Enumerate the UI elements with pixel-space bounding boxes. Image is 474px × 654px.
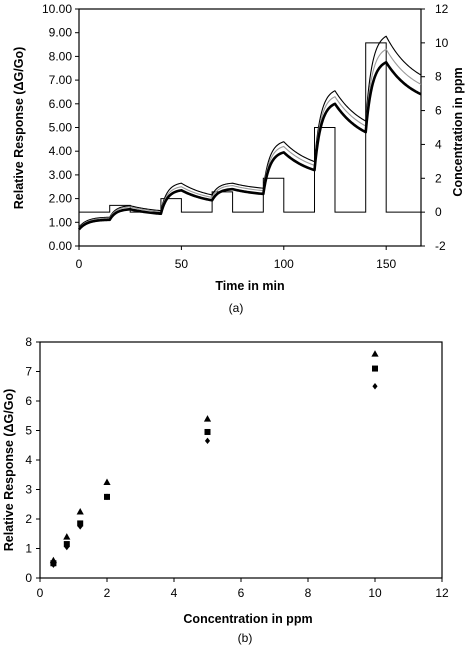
chart-a-y2-tick-label: 10	[435, 36, 449, 50]
chart-b-x-tick-label: 10	[368, 586, 382, 600]
chart-a-y2-tick-label: 12	[435, 2, 449, 16]
chart-a-panel-label: (a)	[229, 301, 244, 315]
chart-a-y-tick-label: 2.00	[49, 192, 73, 206]
chart-a-y-tick-label: 3.00	[49, 168, 73, 182]
chart-b-panel-label: (b)	[238, 631, 253, 645]
chart-b-point-square	[372, 365, 378, 372]
chart-b-x-tick-label: 2	[104, 586, 111, 600]
chart-b-y-axis-label: Relative Response (ΔG/Go)	[2, 389, 16, 552]
chart-b-point-triangle	[203, 415, 212, 422]
chart-a-x-tick-label: 50	[175, 257, 189, 271]
chart-b-point-square	[204, 428, 211, 435]
chart-a-y-tick-label: 4.00	[49, 144, 73, 158]
chart-b-x-tick-label: 8	[305, 586, 312, 600]
chart-a-response-series	[78, 35, 422, 231]
chart-b-x-tick-label: 4	[171, 586, 178, 600]
chart-a-x-tick-label: 100	[274, 257, 294, 271]
chart-a-y-tick-label: 9.00	[49, 26, 73, 40]
chart-b-point-diamond	[64, 543, 70, 551]
chart-b-y-axis-ticks: 0 1 2 3 4 5 6 7 8	[25, 335, 40, 585]
chart-a-y-tick-label: 0.00	[49, 239, 73, 253]
chart-a-x-axis-label: Time in min	[215, 279, 284, 293]
chart-b-point-triangle	[76, 508, 84, 515]
chart-a-concentration-series	[79, 42, 421, 213]
chart-b-point-diamond	[77, 523, 83, 530]
chart-b-y-tick-label: 6	[25, 394, 32, 408]
chart-b-x-tick-label: 6	[238, 586, 245, 600]
chart-a-y2-tick-label: 0	[435, 205, 442, 219]
chart-a-y2-axis-ticks: -2 0 2 4 6 8 10 12	[421, 2, 449, 253]
chart-a-y-tick-label: 10.00	[42, 2, 72, 16]
chart-b-x-tick-label: 12	[435, 586, 449, 600]
chart-a-y2-tick-label: 2	[435, 171, 442, 185]
chart-a-y2-tick-label: 8	[435, 70, 442, 84]
chart-b-points	[49, 350, 379, 568]
chart-a-concentration-step-line	[79, 42, 421, 213]
chart-b-point-diamond	[372, 383, 378, 390]
chart-b-y-tick-label: 4	[25, 453, 32, 467]
chart-a-y2-tick-label: 6	[435, 104, 442, 118]
chart-b-x-axis-label: Concentration in ppm	[183, 612, 312, 626]
chart-b-point-diamond	[204, 437, 211, 445]
chart-b-point-triangle	[371, 350, 379, 357]
chart-a-x-axis-ticks: 0 50 100 150	[76, 246, 397, 271]
chart-a-y-axis-ticks: 0.00 1.00 2.00 3.00 4.00 5.00 6.00 7.00 8.00 9.00…	[42, 2, 79, 253]
chart-a-y2-tick-label: 4	[435, 137, 442, 151]
chart-b-x-axis-ticks: 0 2 4 6 8 10 12	[37, 578, 449, 600]
chart-a-y-tick-label: 7.00	[49, 73, 73, 87]
chart-a-y-tick-label: 5.00	[49, 121, 73, 135]
chart-a-x-tick-label: 150	[376, 257, 396, 271]
chart-a-y-tick-label: 1.00	[49, 215, 73, 229]
chart-a-response-line-thin	[78, 35, 422, 228]
chart-b-y-tick-label: 1	[25, 542, 32, 556]
chart-a-y-axis-label: Relative Response (ΔG/Go)	[12, 47, 26, 210]
chart-b-y-tick-label: 2	[25, 512, 32, 526]
chart-a-y2-tick-label: -2	[435, 239, 446, 253]
chart-b-y-tick-label: 0	[25, 571, 32, 585]
chart-a-y-tick-label: 8.00	[49, 49, 73, 63]
chart-a-y2-axis-label: Concentration in ppm	[451, 67, 465, 196]
chart-b-plot-frame	[39, 341, 443, 579]
chart-b-point-diamond	[50, 561, 56, 568]
chart-b-point-diamond	[104, 493, 110, 501]
chart-b-y-tick-label: 8	[25, 335, 32, 349]
chart-a-x-tick-label: 0	[76, 257, 83, 271]
chart-b-y-tick-label: 3	[25, 483, 32, 497]
chart-a-y-tick-label: 6.00	[49, 97, 73, 111]
chart-a-response-line-bold	[78, 61, 422, 231]
chart-b-x-tick-label: 0	[37, 586, 44, 600]
chart-b-y-tick-label: 7	[25, 365, 32, 379]
chart-b-point-triangle	[103, 478, 111, 486]
chart-a: 0.00 1.00 2.00 3.00 4.00 5.00 6.00 7.00 8.00 9.00…	[12, 2, 465, 315]
chart-a-response-line-gray	[78, 48, 422, 229]
chart-b-y-tick-label: 5	[25, 424, 32, 438]
chart-b-point-triangle	[63, 533, 71, 540]
